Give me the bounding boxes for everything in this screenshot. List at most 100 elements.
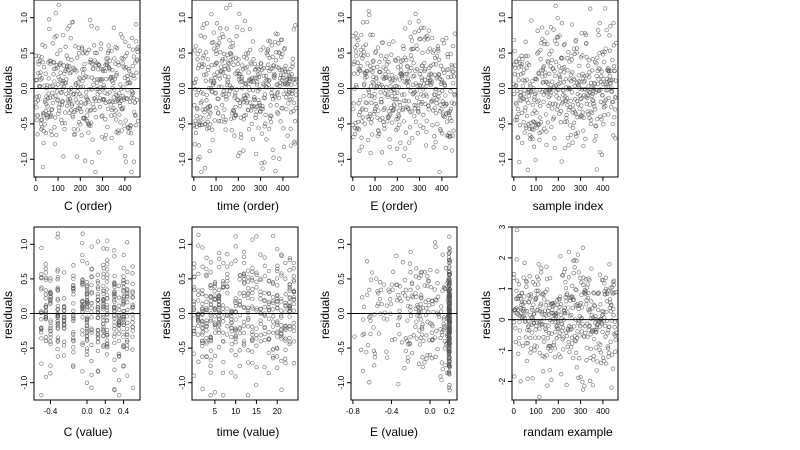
data-point — [371, 58, 376, 63]
data-point — [237, 103, 243, 109]
data-point — [562, 42, 567, 47]
data-point — [447, 257, 452, 263]
data-point — [445, 54, 451, 60]
data-point — [552, 69, 557, 74]
data-point — [600, 308, 605, 314]
data-point — [262, 273, 268, 279]
data-point — [607, 48, 613, 53]
y-tick-label: 0.5 — [498, 47, 507, 59]
y-axis-title: residuals — [1, 291, 15, 339]
data-point — [369, 120, 374, 125]
y-tick-label: -1.0 — [178, 152, 187, 166]
data-point — [89, 267, 94, 272]
data-point — [538, 103, 543, 109]
data-point — [612, 333, 618, 338]
data-point — [67, 23, 72, 29]
data-point — [592, 138, 597, 143]
data-point — [407, 125, 413, 130]
data-point — [104, 275, 110, 281]
data-point — [100, 113, 105, 118]
data-point — [195, 51, 200, 57]
data-point — [193, 43, 198, 49]
data-point — [80, 231, 85, 236]
data-point — [369, 100, 374, 105]
data-point — [216, 111, 221, 116]
data-point — [220, 306, 226, 311]
data-point — [565, 68, 570, 73]
data-point — [95, 307, 100, 312]
data-point — [256, 125, 261, 131]
data-point — [279, 315, 284, 320]
data-point — [611, 133, 616, 138]
data-point — [68, 98, 73, 103]
data-point — [80, 315, 85, 320]
data-point — [84, 330, 89, 335]
data-point — [61, 296, 67, 301]
data-point — [107, 90, 112, 95]
y-tick-label: -0.5 — [178, 116, 187, 130]
data-point — [398, 67, 404, 73]
data-point — [568, 345, 574, 350]
data-point — [555, 103, 561, 108]
data-point — [414, 103, 419, 108]
data-point — [221, 393, 226, 398]
data-point — [447, 388, 452, 393]
x-tick-label: -0.8 — [346, 407, 360, 416]
data-point — [267, 77, 272, 83]
data-point — [71, 285, 76, 290]
data-point — [235, 97, 240, 102]
data-point — [36, 53, 42, 59]
data-point — [238, 131, 244, 137]
data-point — [400, 75, 405, 81]
data-point — [572, 257, 577, 263]
data-point — [243, 95, 248, 101]
y-tick-label: 1.0 — [178, 238, 187, 250]
data-point — [426, 302, 432, 308]
data-point — [408, 304, 413, 309]
data-point — [103, 117, 108, 122]
data-point — [559, 159, 564, 164]
data-point — [576, 270, 581, 275]
data-point — [603, 275, 608, 280]
data-point — [98, 85, 103, 90]
data-point — [225, 332, 230, 337]
data-point — [411, 91, 416, 96]
data-point — [521, 119, 526, 125]
data-point — [48, 318, 53, 323]
data-point — [570, 70, 575, 75]
data-point — [200, 332, 205, 337]
data-point — [49, 114, 54, 119]
data-point — [52, 125, 57, 130]
data-point — [229, 310, 234, 315]
data-point — [413, 324, 418, 329]
data-point — [220, 114, 226, 119]
data-point — [416, 310, 421, 315]
data-point — [130, 290, 135, 295]
data-point — [416, 106, 421, 111]
data-point — [424, 94, 430, 99]
data-point — [132, 109, 137, 115]
data-point — [448, 51, 453, 57]
data-point — [112, 297, 117, 303]
data-point — [61, 154, 66, 159]
data-point — [55, 288, 60, 293]
data-point — [128, 131, 134, 136]
data-point — [93, 169, 98, 175]
data-point — [592, 336, 597, 342]
data-point — [134, 97, 140, 102]
data-point — [438, 63, 444, 68]
data-point — [279, 334, 284, 339]
data-point — [556, 64, 562, 69]
data-point — [204, 328, 209, 333]
data-point — [430, 301, 435, 307]
data-point — [441, 321, 446, 327]
data-point — [191, 265, 197, 270]
x-axis-title: E (value) — [370, 425, 418, 439]
x-tick-label: 0 — [351, 184, 356, 193]
data-point — [368, 331, 373, 337]
data-point — [435, 294, 441, 299]
data-point — [226, 67, 231, 72]
data-point — [375, 45, 381, 50]
data-point — [528, 346, 534, 351]
data-point — [416, 19, 421, 24]
